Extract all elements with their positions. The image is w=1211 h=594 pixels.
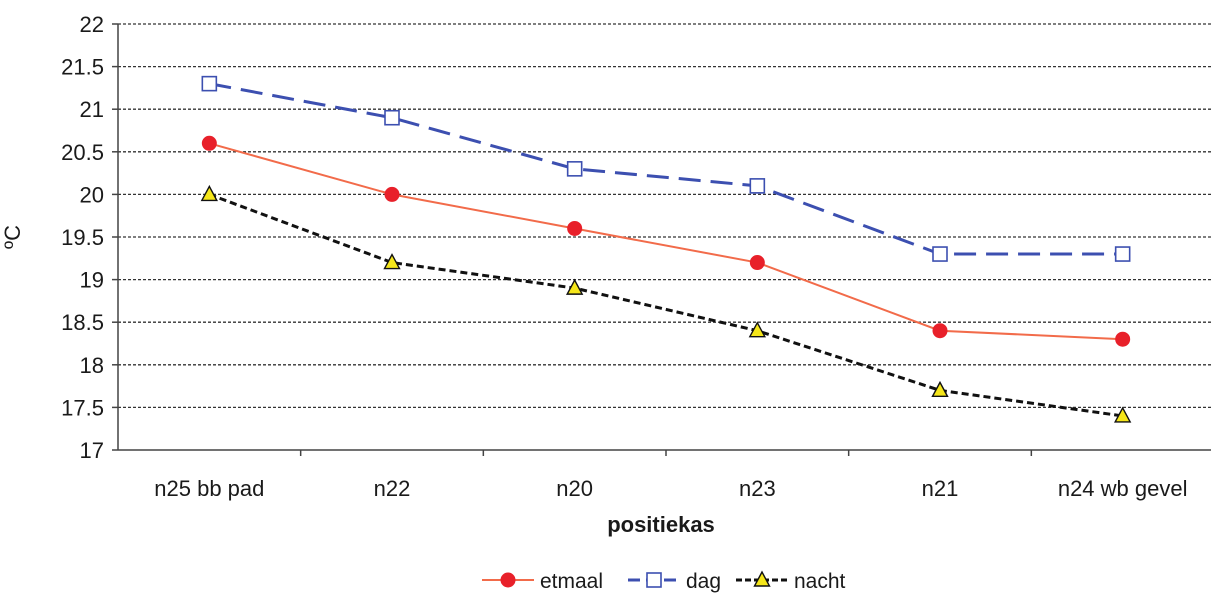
series-dag <box>201 75 1131 262</box>
x-tick-label: n20 <box>556 476 593 501</box>
data-point-nacht <box>200 184 219 202</box>
x-tick-label: n21 <box>922 476 959 501</box>
data-point-nacht <box>1113 406 1132 423</box>
x-tick-label: n24 wb gevel <box>1058 476 1188 501</box>
data-point-etmaal <box>1115 331 1131 347</box>
legend-item-nacht: nacht <box>736 570 846 593</box>
data-point-nacht <box>565 278 584 295</box>
y-tick-label: 21.5 <box>61 55 104 80</box>
data-point-dag <box>201 75 218 92</box>
series <box>200 75 1132 423</box>
gridlines <box>118 23 1211 409</box>
x-tick-label: n25 bb pad <box>154 476 264 501</box>
series-line-nacht <box>208 192 1123 418</box>
y-tick-labels: 17 17.5 18 18.5 19 19.5 20 20.5 21 21.5 22 <box>61 12 104 463</box>
y-tick-label: 17 <box>80 438 104 463</box>
data-point-dag <box>749 178 766 194</box>
data-point-etmaal <box>932 323 948 339</box>
y-tick-label: 19 <box>80 268 104 293</box>
data-point-etmaal <box>567 220 583 236</box>
series-nacht <box>200 184 1132 423</box>
legend-label-nacht: nacht <box>794 570 846 593</box>
series-etmaal <box>201 135 1131 347</box>
legend: etmaal dag nacht <box>482 570 846 593</box>
data-point-etmaal <box>500 572 516 588</box>
data-point-etmaal <box>384 186 400 202</box>
legend-item-etmaal: etmaal <box>482 570 603 593</box>
series-line-etmaal <box>209 142 1123 341</box>
y-axis-title: ºC <box>0 225 25 249</box>
x-axis-title: positiekas <box>607 512 715 537</box>
y-tick-label: 17.5 <box>61 395 104 420</box>
y-tick-label: 20 <box>80 182 104 207</box>
y-tick-label: 21 <box>80 97 104 122</box>
y-tick-label: 18.5 <box>61 310 104 335</box>
y-tick-label: 22 <box>80 12 104 37</box>
data-point-dag <box>1114 246 1131 262</box>
data-point-nacht <box>753 570 771 587</box>
axes <box>112 23 1211 456</box>
y-tick-label: 19.5 <box>61 225 104 250</box>
y-tick-label: 20.5 <box>61 140 104 165</box>
legend-item-dag: dag <box>628 570 721 593</box>
legend-label-etmaal: etmaal <box>540 570 603 593</box>
x-tick-label: n23 <box>739 476 776 501</box>
data-point-nacht <box>383 253 401 270</box>
x-tick-label: n22 <box>374 476 411 501</box>
data-point-nacht <box>748 321 767 338</box>
y-tick-label: 18 <box>80 353 104 378</box>
data-point-dag <box>566 161 583 177</box>
data-point-nacht <box>931 380 949 398</box>
data-point-dag <box>384 109 400 126</box>
x-tick-labels: n25 bb pad n22 n20 n23 n21 n24 wb gevel <box>154 476 1187 501</box>
data-point-etmaal <box>201 135 217 151</box>
data-point-dag <box>646 572 662 588</box>
data-point-etmaal <box>749 255 765 271</box>
series-line-dag <box>209 82 1123 256</box>
data-point-dag <box>932 246 948 262</box>
legend-label-dag: dag <box>686 570 721 593</box>
